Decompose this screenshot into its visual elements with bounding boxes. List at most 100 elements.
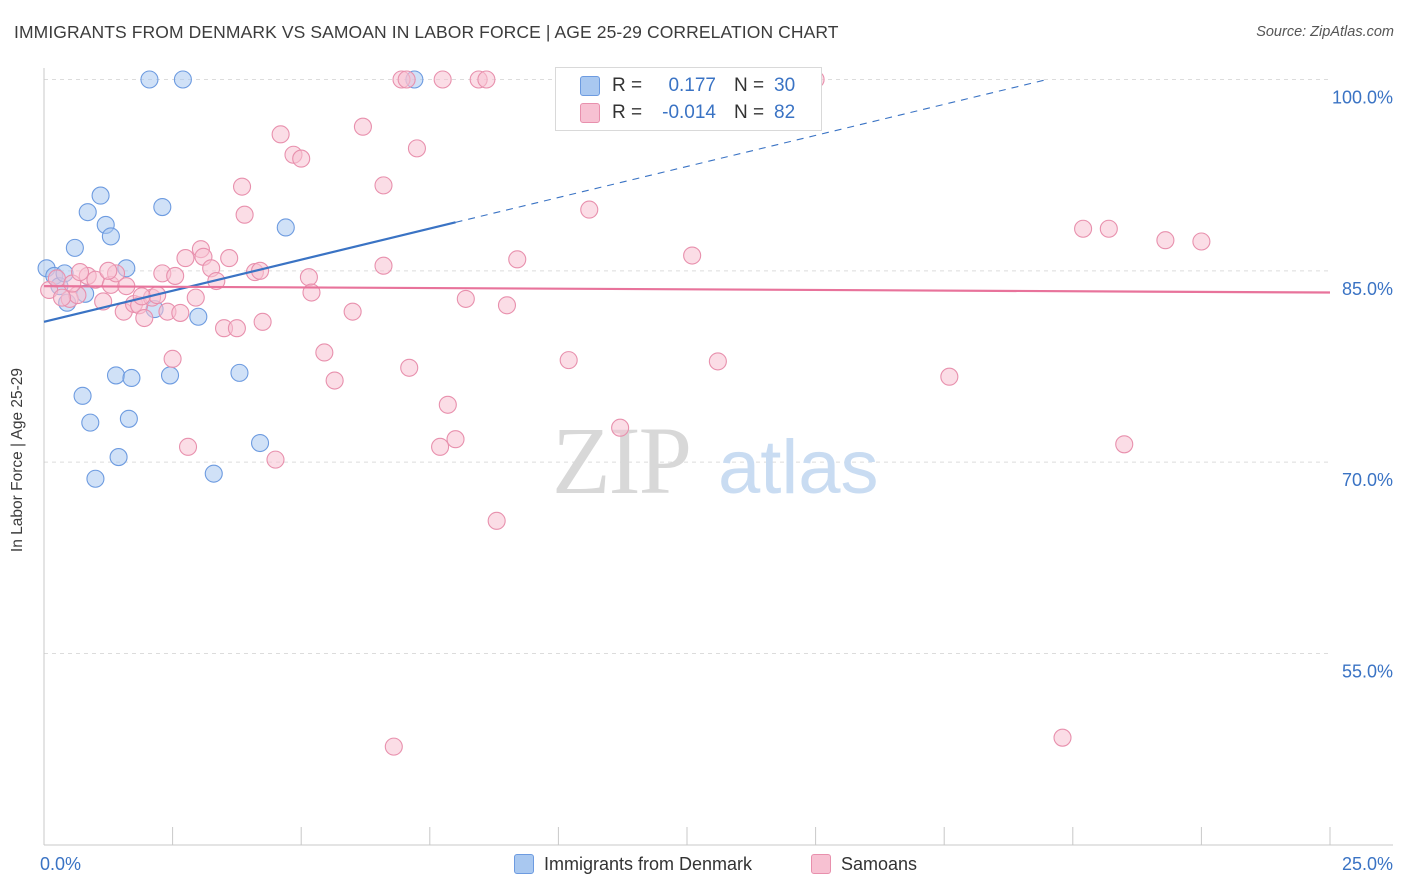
samoan-point	[292, 149, 311, 168]
denmark-trend-extension	[455, 78, 1048, 223]
samoan-point	[1074, 219, 1093, 238]
samoan-point	[477, 70, 496, 89]
samoan-point	[315, 343, 334, 362]
watermark-atlas: atlas	[718, 425, 879, 510]
samoan-point	[227, 319, 246, 338]
samoan-point	[508, 250, 527, 269]
samoan-point	[497, 296, 517, 315]
legend-n-value: 82	[774, 102, 796, 123]
denmark-point	[189, 307, 208, 326]
legend-row-denmark: R = 0.177 N = 30	[580, 73, 795, 99]
samoan-point	[253, 312, 272, 331]
denmark-point	[78, 203, 97, 222]
denmark-point	[140, 70, 159, 89]
samoan-point	[299, 268, 318, 287]
legend-row-samoans: R = -0.014 N = 82	[580, 100, 795, 126]
samoan-point	[611, 418, 630, 437]
denmark-point	[250, 433, 270, 453]
bottom-legend-swatch-denmark	[514, 854, 534, 874]
chart-title: IMMIGRANTS FROM DENMARK VS SAMOAN IN LAB…	[14, 22, 839, 42]
denmark-point	[153, 198, 172, 217]
samoan-point	[487, 511, 506, 530]
samoan-point	[220, 249, 239, 268]
bottom-legend-label-samoans: Samoans	[841, 853, 918, 874]
samoan-point	[232, 177, 252, 196]
x-tick-label: 25.0%	[1342, 854, 1393, 874]
y-tick-label: 70.0%	[1342, 470, 1393, 490]
bottom-legend-samoans: Samoans	[811, 852, 917, 876]
samoan-point	[178, 437, 198, 456]
samoan-point	[431, 437, 450, 456]
denmark-point	[276, 218, 295, 237]
denmark-point	[160, 366, 180, 385]
samoan-point	[70, 263, 90, 282]
correlation-legend: R = 0.177 N = 30 R = -0.014 N = 82	[555, 67, 822, 131]
x-tick-label: 0.0%	[40, 854, 81, 874]
samoan-point	[940, 367, 959, 386]
x-tick-labels: 0.0% 25.0%	[40, 854, 1393, 874]
samoan-point	[176, 249, 195, 268]
samoan-point	[47, 269, 66, 288]
legend-r-value: -0.014	[662, 102, 716, 123]
samoan-point	[271, 125, 290, 144]
y-tick-label: 55.0%	[1342, 662, 1393, 682]
denmark-point	[204, 464, 223, 483]
y-tick-label: 100.0%	[1332, 88, 1393, 108]
legend-r-value: 0.177	[668, 75, 716, 96]
denmark-point	[173, 70, 192, 89]
samoan-point	[1099, 219, 1118, 238]
samoan-point	[397, 70, 416, 89]
samoan-point	[163, 349, 182, 368]
samoan-point	[135, 308, 154, 328]
samoan-point	[235, 205, 254, 224]
denmark-point	[65, 238, 84, 257]
samoan-point	[353, 117, 372, 136]
denmark-point	[122, 368, 141, 388]
samoan-point	[1192, 232, 1211, 251]
denmark-point	[230, 363, 249, 382]
denmark-point	[81, 413, 100, 432]
bottom-legend-swatch-samoans	[811, 854, 831, 874]
samoan-point	[171, 303, 190, 322]
samoan-point	[343, 302, 362, 321]
samoan-point	[683, 246, 702, 265]
chart-source: Source: ZipAtlas.com	[1256, 24, 1394, 40]
samoan-point	[186, 288, 205, 307]
samoan-point	[400, 358, 419, 377]
legend-swatch-samoans	[580, 103, 600, 123]
samoan-point	[266, 450, 285, 469]
legend-n-label: N =	[734, 102, 765, 123]
samoan-point	[384, 737, 403, 756]
samoan-point	[433, 70, 452, 89]
samoan-point	[1156, 231, 1175, 250]
samoan-point	[325, 371, 344, 390]
samoan-point	[99, 261, 118, 280]
denmark-point	[109, 448, 128, 467]
axes	[43, 68, 1393, 846]
denmark-point	[86, 469, 105, 488]
legend-n-label: N =	[734, 75, 765, 96]
samoan-point	[374, 176, 393, 195]
denmark-point	[73, 386, 92, 405]
denmark-point	[101, 227, 120, 246]
samoan-point	[580, 200, 599, 219]
samoan-point	[559, 351, 578, 370]
denmark-point	[91, 186, 110, 205]
samoan-point	[446, 430, 465, 449]
denmark-point	[119, 409, 138, 428]
samoan-point	[52, 288, 72, 307]
y-tick-labels: 100.0% 85.0% 70.0% 55.0%	[1332, 88, 1393, 682]
samoan-point	[374, 256, 393, 275]
y-tick-label: 85.0%	[1342, 279, 1393, 299]
legend-r-label: R =	[612, 102, 643, 123]
bottom-legend-denmark: Immigrants from Denmark	[514, 852, 752, 876]
denmark-trend-line	[43, 221, 456, 323]
legend-n-value: 30	[774, 75, 796, 96]
samoan-point	[708, 352, 727, 371]
bottom-legend-label-denmark: Immigrants from Denmark	[544, 853, 753, 874]
legend-r-label: R =	[612, 75, 643, 96]
trend-lines	[43, 78, 1331, 323]
legend-swatch-denmark	[580, 76, 600, 96]
samoan-point	[1115, 435, 1134, 454]
